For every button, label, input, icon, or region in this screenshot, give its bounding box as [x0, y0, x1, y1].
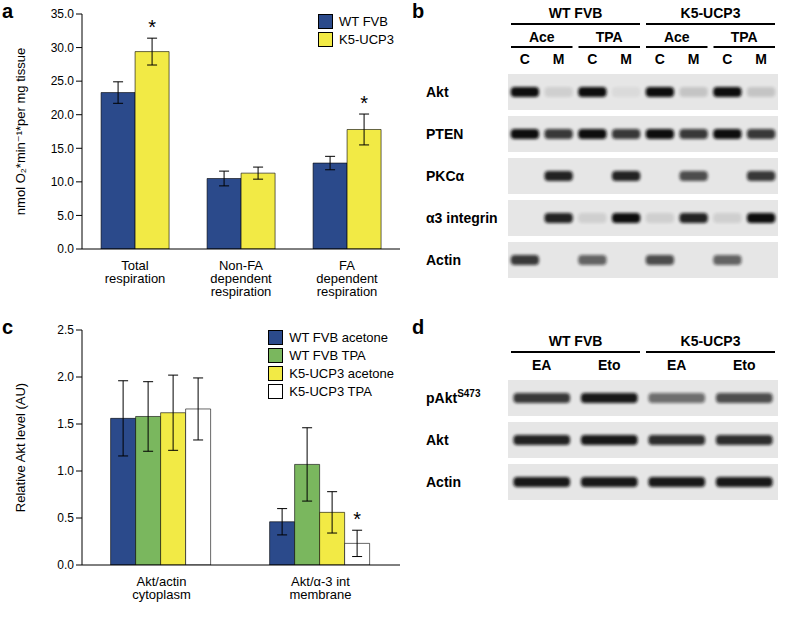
html-text:WT FVB: WT FVB: [339, 14, 388, 29]
svg-text:M: M: [688, 51, 700, 67]
svg-text:Akt: Akt: [426, 84, 449, 100]
html-text:WT FVB acetone: WT FVB acetone: [289, 330, 388, 345]
svg-text:EA: EA: [667, 357, 686, 373]
svg-text:M: M: [755, 51, 767, 67]
svg-text:*: *: [353, 508, 361, 530]
svg-text:nmol O₂*min⁻¹*per mg tissue: nmol O₂*min⁻¹*per mg tissue: [13, 48, 28, 215]
svg-text:Relative Akt level (AU): Relative Akt level (AU): [13, 383, 28, 512]
svg-text:FAdependentrespiration: FAdependentrespiration: [316, 258, 378, 299]
svg-text:15.0: 15.0: [51, 142, 75, 156]
svg-text:pAktS473: pAktS473: [426, 388, 481, 406]
svg-text:Actin: Actin: [426, 252, 461, 268]
svg-text:*: *: [360, 92, 368, 114]
svg-text:Actin: Actin: [426, 474, 461, 490]
svg-text:1.5: 1.5: [57, 417, 74, 431]
html-text:K5-UCP3 TPA: K5-UCP3 TPA: [289, 384, 372, 399]
svg-text:Akt/actincytoplasm: Akt/actincytoplasm: [132, 574, 191, 602]
svg-text:Totalrespiration: Totalrespiration: [105, 258, 166, 286]
svg-text:0.0: 0.0: [57, 242, 74, 256]
svg-text:5.0: 5.0: [57, 209, 74, 223]
svg-text:2.0: 2.0: [57, 370, 74, 384]
svg-text:20.0: 20.0: [51, 108, 75, 122]
svg-text:WT FVB: WT FVB: [549, 333, 603, 349]
svg-text:30.0: 30.0: [51, 41, 75, 55]
svg-text:Eto: Eto: [733, 357, 756, 373]
html-text:K5-UCP3 acetone: K5-UCP3 acetone: [289, 366, 394, 381]
svg-text:Non-FAdependentrespiration: Non-FAdependentrespiration: [210, 258, 272, 299]
svg-text:Ace: Ace: [664, 29, 690, 45]
svg-text:Eto: Eto: [598, 357, 621, 373]
svg-text:25.0: 25.0: [51, 74, 75, 88]
html-text:b: b: [412, 0, 425, 22]
svg-text:M: M: [553, 51, 565, 67]
svg-text:C: C: [520, 51, 530, 67]
svg-text:1.0: 1.0: [57, 464, 74, 478]
svg-text:TPA: TPA: [731, 29, 758, 45]
svg-text:K5-UCP3: K5-UCP3: [681, 333, 741, 349]
html-text:a: a: [2, 0, 14, 22]
html-text:c: c: [2, 316, 14, 338]
svg-text:2.5: 2.5: [57, 323, 74, 337]
svg-text:C: C: [655, 51, 665, 67]
svg-text:TPA: TPA: [596, 29, 623, 45]
svg-text:*: *: [148, 16, 156, 38]
svg-text:0.5: 0.5: [57, 511, 74, 525]
svg-text:WT FVB: WT FVB: [549, 5, 603, 21]
svg-text:C: C: [587, 51, 597, 67]
svg-text:Akt/α-3 intmembrane: Akt/α-3 intmembrane: [289, 574, 351, 602]
html-text:d: d: [412, 316, 425, 338]
svg-text:α3 integrin: α3 integrin: [426, 210, 498, 226]
svg-text:PTEN: PTEN: [426, 126, 463, 142]
svg-text:M: M: [620, 51, 632, 67]
svg-text:EA: EA: [532, 357, 551, 373]
svg-text:K5-UCP3: K5-UCP3: [681, 5, 741, 21]
svg-text:10.0: 10.0: [51, 175, 75, 189]
svg-text:0.0: 0.0: [57, 558, 74, 572]
html-text:K5-UCP3: K5-UCP3: [339, 32, 394, 47]
svg-text:35.0: 35.0: [51, 7, 75, 21]
html-text:WT FVB TPA: WT FVB TPA: [289, 348, 366, 363]
svg-text:PKCα: PKCα: [426, 168, 465, 184]
svg-text:Ace: Ace: [529, 29, 555, 45]
svg-text:Akt: Akt: [426, 432, 449, 448]
svg-text:C: C: [722, 51, 732, 67]
